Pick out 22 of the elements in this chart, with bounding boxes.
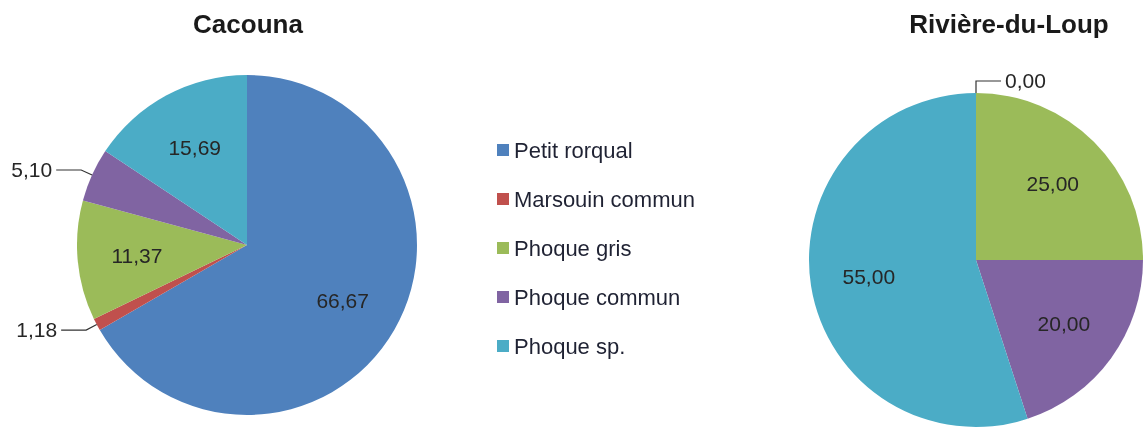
chart-title: Rivière-du-Loup [909,9,1109,39]
text: 0,00 [1005,69,1046,93]
data-label: 66,67 [316,288,369,312]
data-label: 11,37 [111,243,163,267]
legend-label: Petit rorqual [514,137,633,163]
data-label: 1,18 [16,318,58,342]
legend-label: Marsouin commun [514,186,695,212]
data-label: 55,00 [842,265,896,289]
data-label: 20,00 [1037,312,1091,336]
pie-slice [105,75,247,245]
pie-slice [809,93,1028,427]
pie-slice [976,93,1143,260]
pie-slice [99,75,417,415]
chart-title: Cacouna [193,9,304,39]
pie-slice [77,200,247,319]
legend-label: Phoque commun [514,284,681,310]
pie-slice [976,260,1143,419]
data-label: 15,69 [168,136,221,159]
legend-label: Phoque gris [514,235,632,261]
legend-label: Phoque sp. [514,333,626,359]
data-label: 5,10 [11,158,53,182]
data-label: 25,00 [1026,171,1080,195]
